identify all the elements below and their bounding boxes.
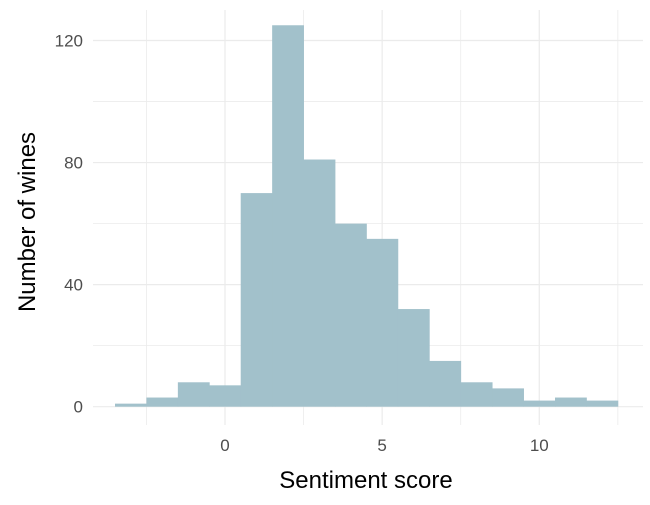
histogram-bar-8	[366, 238, 399, 407]
histogram-bar-5	[272, 25, 304, 407]
histogram-bar-10	[429, 360, 462, 407]
y-tick-label: 80	[64, 154, 83, 173]
bars-layer	[115, 25, 619, 407]
x-tick-label: 10	[530, 436, 549, 455]
y-axis-title: Number of wines	[14, 132, 41, 312]
histogram-bar-1	[146, 397, 179, 407]
histogram-bar-0	[115, 403, 147, 407]
histogram-bar-7	[335, 223, 367, 407]
histogram-bar-12	[492, 388, 524, 407]
ticks-layer: 0 40 80 120 0 5 10	[55, 32, 549, 455]
x-tick-label: 0	[220, 436, 229, 455]
histogram-bar-6	[303, 159, 336, 407]
histogram-bar-9	[397, 309, 430, 407]
x-axis-title: Sentiment score	[279, 467, 452, 494]
y-tick-label: 0	[74, 398, 83, 417]
histogram-bar-2	[177, 382, 210, 407]
histogram-bar-3	[209, 385, 242, 407]
histogram-bar-4	[240, 193, 273, 407]
histogram-bar-14	[555, 397, 587, 407]
y-tick-label: 120	[55, 32, 83, 51]
histogram-bar-13	[523, 400, 556, 407]
histogram-bar-11	[460, 382, 493, 407]
y-tick-label: 40	[64, 276, 83, 295]
x-tick-label: 5	[377, 436, 386, 455]
histogram-bar-15	[586, 400, 619, 407]
